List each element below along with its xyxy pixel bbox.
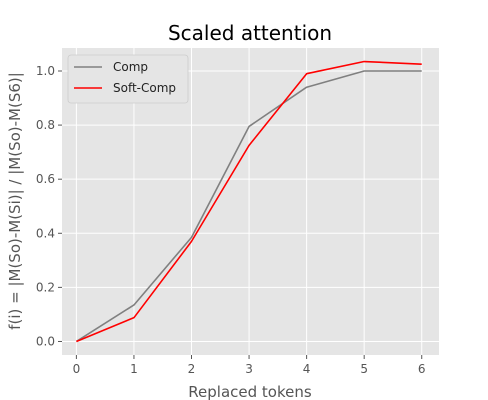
chart-title: Scaled attention: [168, 21, 332, 45]
y-tick-label: 0.6: [36, 172, 55, 186]
y-tick-label: 0.4: [36, 226, 55, 240]
series-lines: [75, 60, 422, 343]
y-tick-label: 0.0: [36, 334, 55, 348]
x-tick-label: 5: [360, 362, 368, 376]
axis-ticks: 0 1 2 3 4 5 6 0.0 0.2 0.4 0.6 0.8 1.0: [36, 64, 426, 376]
series-line-soft-comp: [76, 60, 422, 343]
grid: [62, 48, 439, 355]
series-line-comp: [75, 70, 422, 343]
x-tick-label: 6: [418, 362, 426, 376]
legend-label-comp: Comp: [113, 60, 148, 74]
legend: Comp Soft-Comp: [67, 54, 189, 104]
y-axis-label: f(i) = |M(So)-M(Si)| / |M(So)-M(S6)|: [6, 72, 24, 330]
x-tick-label: 2: [188, 362, 196, 376]
x-tick-label: 0: [73, 362, 81, 376]
y-tick-label: 0.8: [36, 118, 55, 132]
x-axis-label: Replaced tokens: [188, 383, 312, 400]
y-tick-label: 0.2: [36, 280, 55, 294]
legend-label-soft-comp: Soft-Comp: [113, 81, 176, 95]
x-tick-label: 1: [130, 362, 138, 376]
x-tick-label: 4: [303, 362, 311, 376]
y-tick-label: 1.0: [36, 64, 55, 78]
x-tick-label: 3: [245, 362, 253, 376]
